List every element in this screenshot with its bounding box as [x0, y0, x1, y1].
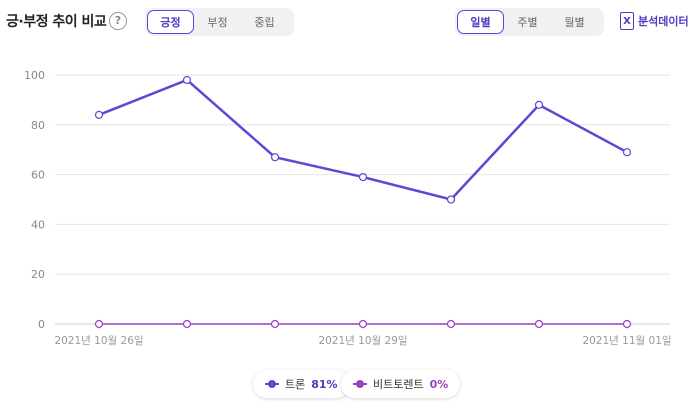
export-data-button[interactable]: X 분석데이터	[620, 12, 689, 30]
legend-percent: 81%	[311, 377, 338, 391]
help-icon[interactable]: ?	[109, 12, 127, 30]
line-chart: 0 20 40 60 80 100 2021년 10월 26일 2021년 10월 29일 20…	[24, 69, 672, 347]
tab-monthly[interactable]: 월별	[564, 16, 585, 29]
legend-item-series-2[interactable]: 비트토렌트 0%	[341, 370, 461, 398]
export-label: 분석데이터	[638, 15, 689, 28]
data-point	[94, 110, 104, 119]
data-point	[358, 319, 368, 329]
data-point	[270, 153, 280, 162]
data-point	[622, 319, 632, 329]
data-point	[358, 172, 368, 182]
period-tab-group: 일별 주별 월별	[455, 8, 604, 36]
data-point	[270, 319, 280, 329]
series-line-1	[98, 78, 628, 201]
data-point	[622, 148, 632, 157]
x-tick-label: 2021년 11월 01일	[582, 334, 671, 347]
tab-negative[interactable]: 부정	[207, 16, 228, 29]
data-point	[94, 319, 104, 329]
tab-daily[interactable]: 일별	[457, 10, 504, 34]
y-tick-label: 80	[31, 119, 45, 132]
x-tick-label: 2021년 10월 26일	[54, 334, 143, 347]
y-tick-label: 40	[31, 218, 45, 231]
y-tick-label: 20	[31, 268, 45, 281]
legend-percent: 0%	[429, 377, 449, 391]
chart-title: 긍·부정 추이 비교	[6, 14, 107, 30]
legend-name: 트론	[285, 378, 306, 391]
legend-item-series-1[interactable]: 트론 81%	[253, 370, 350, 398]
x-tick-label: 2021년 10월 29일	[318, 334, 407, 347]
data-point	[534, 100, 544, 109]
data-point	[534, 319, 544, 329]
tab-weekly[interactable]: 주별	[517, 16, 538, 29]
data-point	[446, 195, 456, 204]
data-point	[182, 75, 192, 85]
y-tick-label: 60	[31, 169, 45, 182]
legend-marker-1	[265, 380, 279, 388]
y-tick-label: 0	[38, 318, 45, 331]
sentiment-tab-group: 긍정 부정 중립	[145, 8, 294, 36]
tab-neutral[interactable]: 중립	[254, 16, 275, 29]
legend-name: 비트토렌트	[373, 378, 424, 391]
data-point	[446, 319, 456, 329]
y-tick-label: 100	[24, 69, 45, 82]
legend-marker-2	[353, 380, 367, 388]
tab-positive[interactable]: 긍정	[147, 10, 194, 34]
excel-icon: X	[620, 12, 634, 30]
data-point	[182, 319, 192, 329]
